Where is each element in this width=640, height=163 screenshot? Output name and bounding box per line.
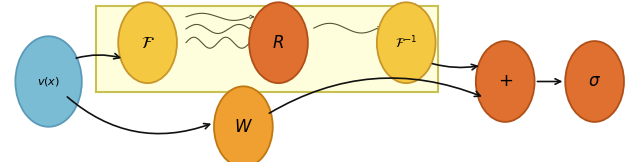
Ellipse shape	[565, 41, 624, 122]
Text: $R$: $R$	[273, 34, 285, 52]
Text: $\sigma$: $\sigma$	[588, 73, 601, 90]
Text: $+$: $+$	[498, 73, 513, 90]
Ellipse shape	[377, 2, 436, 83]
Text: $v(x)$: $v(x)$	[37, 75, 60, 88]
Text: $\mathcal{F}^{-1}$: $\mathcal{F}^{-1}$	[395, 34, 417, 51]
FancyBboxPatch shape	[97, 6, 438, 92]
Text: $\mathcal{F}$: $\mathcal{F}$	[141, 34, 154, 52]
Ellipse shape	[214, 86, 273, 163]
Text: $W$: $W$	[234, 118, 253, 136]
Ellipse shape	[476, 41, 534, 122]
Ellipse shape	[118, 2, 177, 83]
Ellipse shape	[15, 36, 82, 127]
Ellipse shape	[249, 2, 308, 83]
